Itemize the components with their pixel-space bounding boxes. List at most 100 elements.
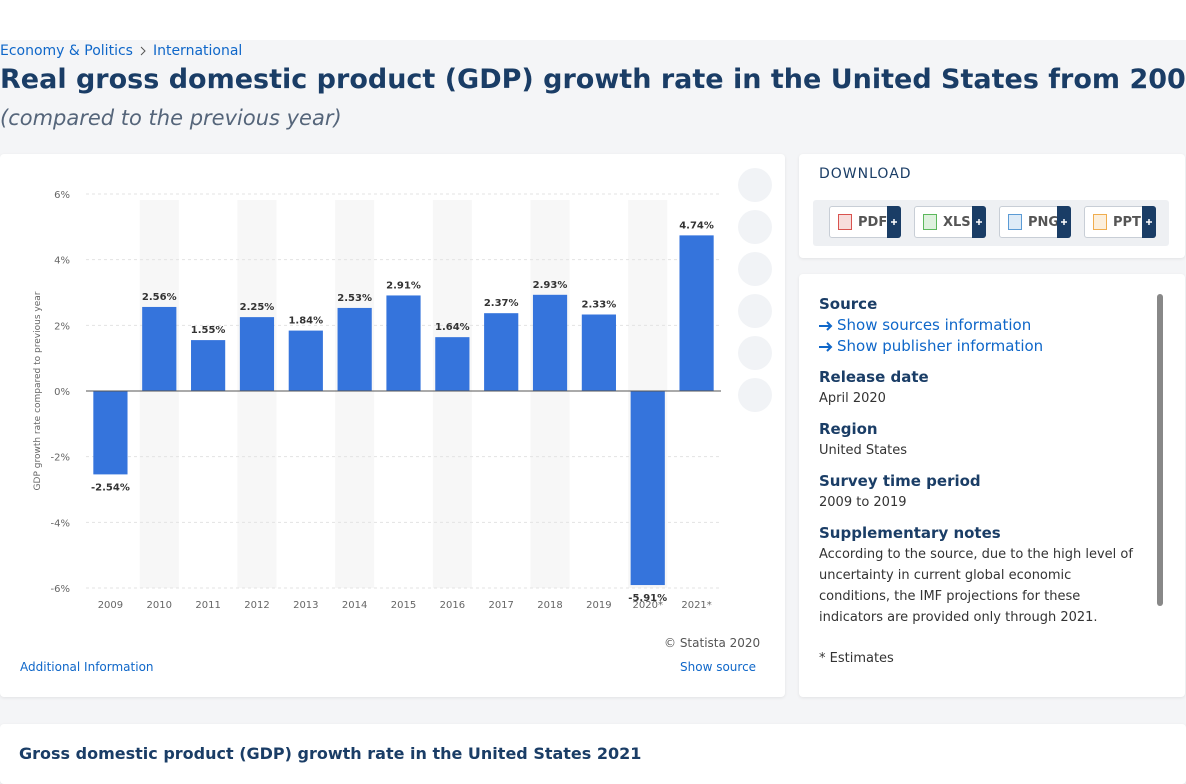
bar (532, 294, 568, 391)
copyright: © Statista 2020 (664, 636, 761, 650)
x-tick-label: 2012 (244, 600, 269, 611)
value-label: 4.74% (679, 220, 714, 231)
info-item: Release date April 2020 (819, 367, 1139, 409)
bar (191, 340, 226, 391)
column-band (139, 200, 179, 588)
scrollbar[interactable] (1157, 294, 1163, 606)
info-label: Supplementary notes (819, 524, 1001, 542)
info-item: Survey time period 2009 to 2019 (819, 471, 1139, 513)
download-row: PDF XLS PNG PPT (813, 200, 1169, 246)
value-label: -5.91% (628, 593, 667, 604)
value-label: 2.93% (533, 280, 568, 291)
value-label: 1.64% (435, 322, 470, 333)
plus-button[interactable] (972, 206, 986, 238)
y-tick-label: -2% (51, 453, 70, 464)
plus-button[interactable] (1142, 206, 1156, 238)
chart: -6% -4% -2% 0% 2% 4% 6% GDP growth rate compare… (33, 190, 721, 611)
column-band (237, 200, 277, 588)
info-list: Source Show sources information Show pub… (819, 294, 1139, 669)
y-tick-label: 0% (54, 387, 70, 398)
breadcrumb-link[interactable]: International (152, 43, 243, 59)
download-button[interactable]: XLS (914, 206, 986, 238)
chart-card: -6% -4% -2% 0% 2% 4% 6% GDP growth rate compare… (0, 154, 785, 697)
bar (484, 313, 519, 391)
show-source-link[interactable]: Show source (680, 660, 757, 674)
bar (581, 314, 616, 391)
bar (386, 295, 421, 391)
bar (93, 391, 128, 475)
settings-button[interactable] (738, 252, 772, 286)
info-link[interactable]: Show sources information (819, 315, 1139, 336)
value-label: 2.37% (484, 298, 519, 309)
bar (142, 306, 177, 391)
x-tick-label: 2011 (195, 600, 220, 611)
download-button[interactable]: PDF (829, 206, 901, 238)
file-icon (1008, 214, 1022, 230)
x-tick-label: 2013 (293, 600, 318, 611)
chevron (140, 46, 146, 56)
x-tick-label: 2017 (488, 600, 513, 611)
info-link[interactable]: Show publisher information (819, 336, 1139, 357)
x-tick-label: 2020* (633, 600, 663, 611)
page-subtitle: (compared to the previous year) (0, 106, 342, 130)
info-items: Release date April 2020 Region United State… (819, 367, 1139, 628)
x-tick-label: 2009 (98, 600, 123, 611)
print-button[interactable] (738, 378, 772, 412)
format-label: PDF (858, 214, 888, 230)
bar (435, 337, 470, 391)
info-link-text: Show publisher information (837, 337, 1044, 355)
top-bar (0, 0, 1186, 40)
column-band (432, 200, 472, 588)
page-title: Real gross domestic product (GDP) growth… (0, 64, 1186, 95)
plus-button[interactable] (1057, 206, 1071, 238)
y-tick-label: 4% (54, 256, 70, 267)
info-item: Supplementary notes According to the sour… (819, 523, 1139, 628)
bar (630, 391, 665, 586)
value-label: 2.91% (386, 280, 421, 291)
column-band (530, 200, 570, 588)
file-icon (838, 214, 852, 230)
x-tick-label: 2014 (342, 600, 367, 611)
value-label: 1.55% (191, 325, 226, 336)
favorite-button[interactable] (738, 168, 772, 202)
breadcrumb-link[interactable]: Economy & Politics (0, 43, 133, 59)
value-label: 1.84% (288, 316, 323, 327)
y-tick-label: -4% (51, 518, 70, 529)
additional-info-link[interactable]: Additional Information (20, 660, 154, 674)
y-axis-label: GDP growth rate compared to previous yea… (33, 291, 43, 490)
bar (337, 307, 372, 391)
info-label: Survey time period (819, 472, 981, 490)
file-icon (1093, 214, 1107, 230)
y-tick-label: -6% (51, 584, 70, 595)
x-tick-label: 2019 (586, 600, 611, 611)
cite-button[interactable] (738, 336, 772, 370)
format-label: XLS (943, 214, 971, 230)
download-heading: DOWNLOAD (819, 166, 912, 182)
related-card: Gross domestic product (GDP) growth rate… (0, 724, 1186, 784)
bar (679, 235, 714, 391)
share-button[interactable] (738, 294, 772, 328)
info-value: According to the source, due to the high… (819, 547, 1133, 625)
bar (288, 330, 323, 391)
info-link-text: Show sources information (837, 316, 1032, 334)
value-label: 2.33% (582, 299, 617, 310)
alert-button[interactable] (738, 210, 772, 244)
info-value: 2009 to 2019 (819, 495, 907, 510)
format-label: PPT (1113, 214, 1141, 230)
info-value: United States (819, 443, 908, 458)
source-heading: Source (819, 295, 878, 313)
value-label: 2.53% (337, 293, 372, 304)
plus-button[interactable] (887, 206, 901, 238)
info-label: Region (819, 420, 878, 438)
column-band (335, 200, 375, 588)
y-tick-label: 6% (54, 190, 70, 201)
footnote: * Estimates (819, 651, 894, 666)
info-card: Source Show sources information Show pub… (799, 274, 1185, 697)
x-tick-label: 2015 (391, 600, 416, 611)
info-value: April 2020 (819, 391, 886, 406)
download-button[interactable]: PPT (1084, 206, 1156, 238)
x-tick-label: 2010 (147, 600, 172, 611)
download-button[interactable]: PNG (999, 206, 1071, 238)
bar (239, 317, 275, 391)
